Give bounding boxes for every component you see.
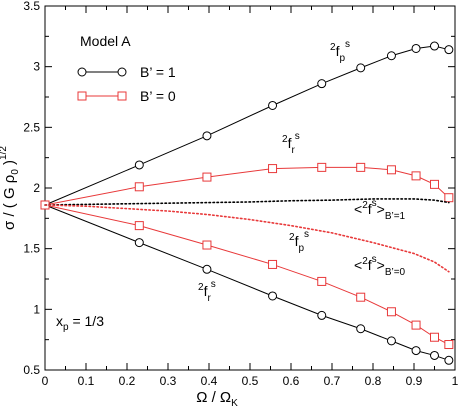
x-tick-label: 0.5	[242, 374, 259, 388]
data-point	[268, 291, 278, 301]
data-point	[202, 264, 212, 274]
data-point	[202, 172, 212, 182]
y-tick-label: 2.5	[23, 120, 40, 134]
x-tick-label: 0.2	[119, 374, 136, 388]
legend-marker-b0-left	[77, 91, 87, 101]
series-line	[44, 204, 450, 361]
data-point	[430, 179, 439, 189]
annotation-fp-top: 2fps	[330, 39, 350, 64]
data-point	[202, 240, 212, 250]
data-point	[317, 276, 327, 286]
data-point	[268, 259, 278, 269]
data-point	[356, 292, 366, 302]
x-tick-label: 0.6	[283, 374, 300, 388]
data-point	[411, 171, 421, 181]
x-tick-label: 0.8	[365, 374, 382, 388]
legend-marker-b0-right	[117, 91, 127, 101]
annotation-fp-bottom: 2fps	[289, 229, 309, 254]
legend-label-b1: B’ = 1	[140, 64, 176, 80]
data-point	[444, 355, 454, 365]
data-point	[386, 51, 396, 61]
data-point	[134, 238, 144, 248]
legend-marker-b1-left	[77, 67, 87, 77]
series-layer	[40, 41, 454, 365]
data-point	[386, 165, 396, 175]
y-tick-label: 0.5	[23, 363, 40, 377]
x-tick-label: 0.9	[406, 374, 423, 388]
data-point	[356, 63, 366, 73]
legend: Model A B’ = 1 B’ = 0	[77, 33, 176, 104]
data-point	[430, 41, 439, 51]
x-tick-label: 0.7	[324, 374, 341, 388]
series-line	[44, 204, 450, 345]
x-tick-label: 0.1	[78, 374, 95, 388]
series-line	[44, 45, 449, 206]
legend-label-b0: B’ = 0	[140, 88, 176, 104]
x-tick-label: 0.3	[160, 374, 177, 388]
series-line	[44, 198, 450, 206]
annotation-fr-top: 2frs	[282, 131, 300, 156]
annotation-fr-bottom: 2frs	[198, 279, 216, 304]
y-tick-label: 2	[33, 181, 40, 195]
data-point	[268, 100, 278, 110]
x-tick-label: 0	[42, 374, 49, 388]
legend-marker-b1-right	[117, 67, 127, 77]
x-axis-title: Ω / ΩK	[196, 389, 238, 409]
data-point	[444, 193, 454, 203]
annotation-xp: xp = 1/3	[56, 313, 104, 333]
data-point	[411, 43, 421, 53]
data-point	[134, 182, 144, 192]
y-tick-label: 3.5	[23, 0, 40, 13]
legend-title: Model A	[80, 33, 131, 49]
data-point	[386, 336, 396, 346]
data-point	[444, 340, 454, 350]
annotation-avg-b1: <2fs>B’=1	[354, 198, 406, 222]
data-point	[430, 350, 439, 360]
data-point	[134, 160, 144, 170]
x-tick-label: 1	[452, 374, 458, 388]
y-axis-title: σ / ( G ρ0 )1/2	[0, 146, 21, 230]
series-line	[44, 166, 450, 206]
data-point	[411, 320, 421, 330]
series-line	[44, 204, 450, 273]
data-point	[444, 45, 454, 55]
x-tick-label: 0.4	[201, 374, 218, 388]
data-point	[411, 346, 421, 356]
data-point	[356, 324, 366, 334]
data-point	[134, 221, 144, 231]
data-point	[356, 162, 366, 172]
data-point	[317, 79, 327, 89]
data-point	[317, 310, 327, 320]
y-tick-label: 1.5	[23, 242, 40, 256]
data-point	[430, 332, 439, 342]
data-point	[317, 162, 327, 172]
axis-ticks: 0 0.1 0.2 0.3 0.4 0.5 0.6 0.7 0.8 0.9 1 0.5 1 1.5 2 2.5…	[23, 0, 458, 388]
y-tick-label: 3	[33, 60, 40, 74]
data-point	[386, 307, 396, 317]
data-point	[268, 164, 278, 174]
y-tick-label: 1	[33, 302, 40, 316]
annotation-avg-b0: <2fs>B’=0	[354, 254, 406, 278]
data-point	[202, 131, 212, 141]
